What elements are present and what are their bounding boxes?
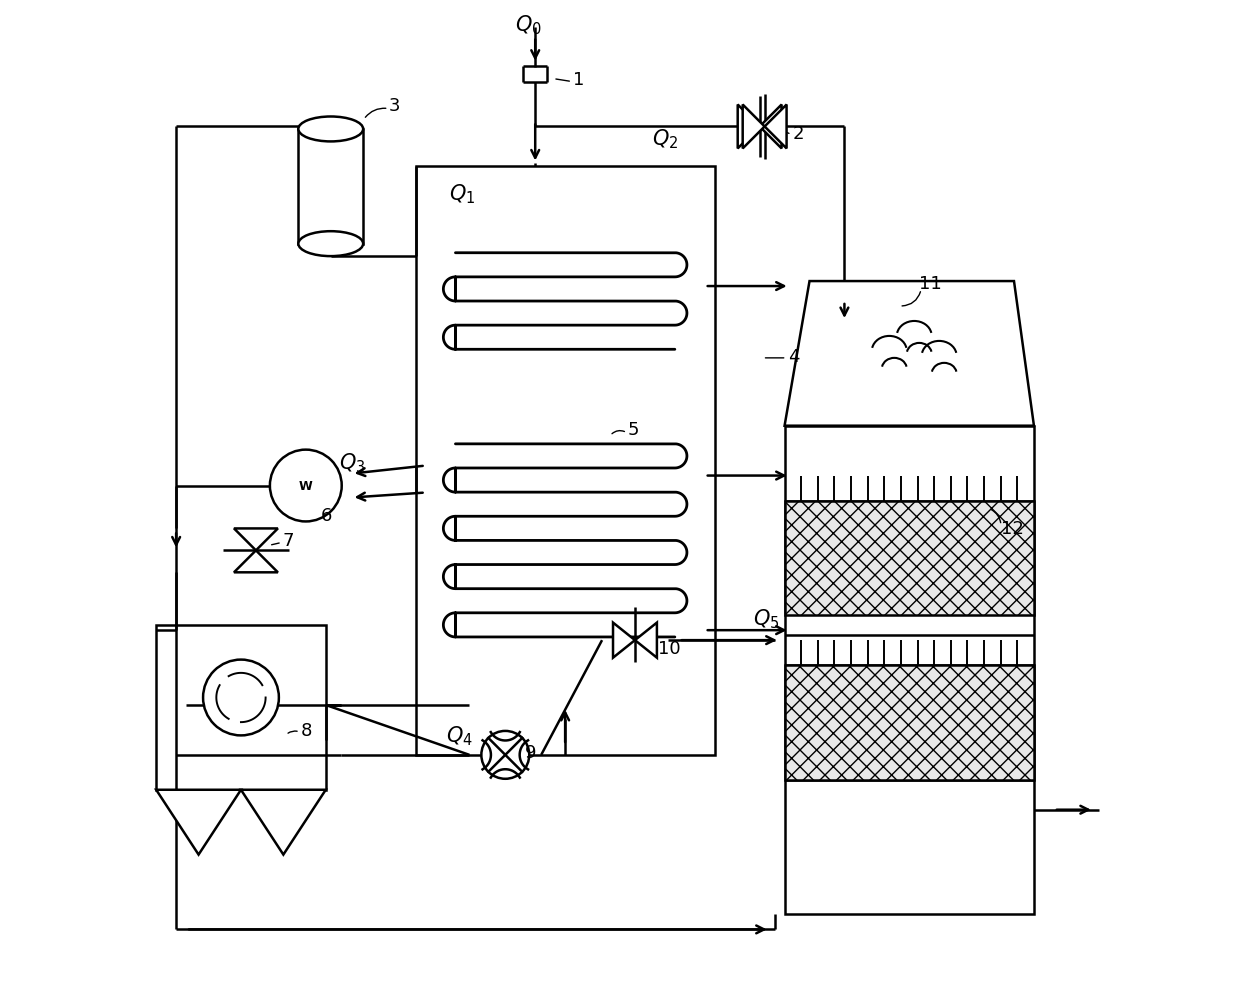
Text: $Q_1$: $Q_1$ (449, 182, 475, 205)
Polygon shape (738, 105, 760, 149)
Text: 8: 8 (301, 721, 312, 739)
Bar (299, 130, 363, 244)
Polygon shape (760, 105, 781, 149)
Bar (785, 665, 1034, 780)
Text: 7: 7 (283, 532, 294, 550)
Polygon shape (785, 282, 1034, 426)
Polygon shape (743, 105, 765, 149)
Bar (785, 501, 1034, 615)
Text: 5: 5 (627, 420, 640, 438)
Circle shape (270, 450, 342, 522)
Polygon shape (156, 790, 241, 855)
Text: 2: 2 (792, 125, 804, 143)
Bar (415, 167, 714, 756)
Text: $Q_5$: $Q_5$ (753, 607, 779, 630)
Text: $Q_2$: $Q_2$ (652, 127, 678, 151)
Text: W: W (299, 480, 312, 493)
Text: 11: 11 (919, 275, 942, 293)
Text: 4: 4 (787, 348, 799, 366)
Text: 9: 9 (526, 743, 537, 762)
Polygon shape (241, 790, 326, 855)
Bar (156, 625, 326, 790)
Circle shape (481, 731, 529, 779)
Text: $Q_3$: $Q_3$ (339, 451, 365, 475)
Polygon shape (765, 105, 786, 149)
Text: 10: 10 (658, 639, 681, 657)
Text: $Q_0$: $Q_0$ (515, 13, 542, 36)
Text: 1: 1 (573, 70, 584, 88)
Text: 6: 6 (321, 507, 332, 525)
Ellipse shape (299, 117, 363, 142)
Ellipse shape (299, 231, 363, 257)
Polygon shape (613, 623, 635, 658)
Text: $Q_4$: $Q_4$ (445, 723, 472, 746)
Polygon shape (234, 551, 278, 573)
Text: 12: 12 (1001, 520, 1024, 538)
Circle shape (203, 660, 279, 735)
Text: 3: 3 (388, 96, 401, 114)
Bar (785, 426, 1034, 915)
Polygon shape (234, 529, 278, 551)
Polygon shape (635, 623, 657, 658)
